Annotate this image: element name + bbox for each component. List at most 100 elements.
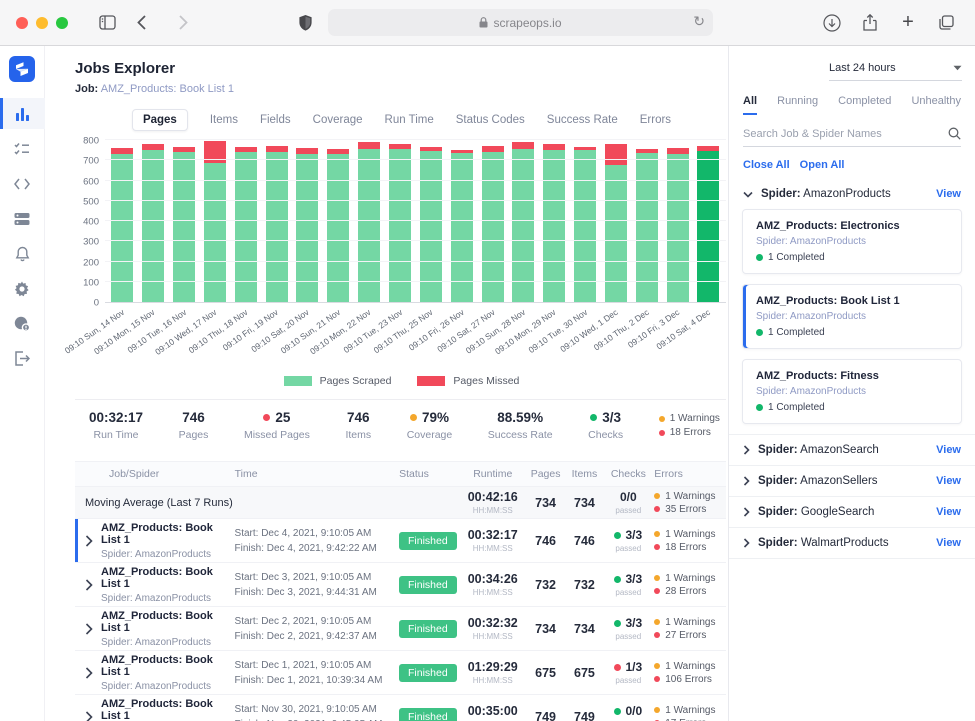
nav-item-integrations[interactable] — [0, 168, 45, 199]
chart-bar-09-10-thu-2-dec[interactable]: 09:10 Thu, 2 Dec — [591, 141, 662, 353]
column-header-items[interactable]: Items — [571, 468, 598, 480]
tab-overview-icon[interactable] — [933, 10, 959, 36]
tab-fields[interactable]: Fields — [259, 114, 291, 126]
filter-tab-all[interactable]: All — [743, 95, 758, 115]
spider-group-amazonproducts[interactable]: Spider: AmazonProducts View — [729, 179, 975, 209]
column-header-job-spider[interactable]: Job/Spider — [109, 468, 160, 480]
nav-item-jobs[interactable] — [0, 133, 45, 164]
zoom-window-button[interactable] — [56, 16, 68, 29]
spider-group-walmartproducts[interactable]: Spider: WalmartProducts View — [729, 527, 975, 559]
chevron-down-icon[interactable] — [743, 191, 753, 198]
cell-job-spider: Moving Average (Last 7 Runs) — [75, 497, 235, 509]
nav-item-usage[interactable] — [0, 308, 45, 339]
spider-group-googlesearch[interactable]: Spider: GoogleSearch View — [729, 496, 975, 527]
view-link-amazonsellers[interactable]: View — [936, 475, 961, 487]
nav-item-analytics[interactable] — [0, 98, 45, 129]
chart-bar-09-10-wed-17-nov[interactable]: 09:10 Wed, 17 Nov — [153, 140, 231, 357]
view-link-amazonproducts[interactable]: View — [936, 188, 961, 200]
chart-bar-09-10-fri-19-nov[interactable]: 09:10 Fri, 19 Nov — [221, 141, 292, 353]
filter-tab-completed[interactable]: Completed — [838, 95, 892, 107]
expand-row-icon[interactable] — [85, 666, 93, 679]
tab-pages[interactable]: Pages — [131, 109, 188, 131]
new-tab-icon[interactable]: + — [902, 11, 914, 33]
column-header-time[interactable]: Time — [234, 468, 258, 480]
chart-bar-09-10-thu-18-nov[interactable]: 09:10 Thu, 18 Nov — [187, 141, 261, 355]
chart-bar-09-10-mon-29-nov[interactable]: 09:10 Mon, 29 Nov — [493, 141, 570, 356]
tab-coverage[interactable]: Coverage — [312, 114, 363, 126]
expand-row-icon[interactable] — [85, 534, 93, 547]
expand-row-icon[interactable] — [85, 710, 93, 721]
filter-tab-unhealthy[interactable]: Unhealthy — [911, 95, 961, 107]
nav-item-logout[interactable] — [0, 343, 45, 374]
chart-bar-09-10-tue-16-nov[interactable]: 09:10 Tue, 16 Nov — [125, 141, 200, 355]
nav-item-alerts[interactable] — [0, 238, 45, 269]
spider-group-amazonsearch[interactable]: Spider: AmazonSearch View — [729, 434, 975, 465]
open-all-link[interactable]: Open All — [799, 159, 845, 171]
close-window-button[interactable] — [16, 16, 28, 29]
chart-bar-09-10-thu-25-nov[interactable]: 09:10 Thu, 25 Nov — [372, 141, 446, 355]
job-card-amz-products-fitness[interactable]: AMZ_Products: Fitness Spider: AmazonProdu… — [742, 359, 962, 424]
chart-bar-09-10-tue-23-nov[interactable]: 09:10 Tue, 23 Nov — [341, 141, 416, 355]
tab-items[interactable]: Items — [209, 114, 238, 126]
view-link-walmartproducts[interactable]: View — [936, 537, 961, 549]
chevron-right-icon[interactable] — [743, 538, 750, 548]
tab-run-time[interactable]: Run Time — [384, 114, 434, 126]
chart-bar-09-10-sun-21-nov[interactable]: 09:10 Sun, 21 Nov — [279, 141, 354, 356]
chart-bar-09-10-sat-27-nov[interactable]: 09:10 Sat, 27 Nov — [435, 141, 508, 354]
view-link-googlesearch[interactable]: View — [936, 506, 961, 518]
chart-bar-09-10-mon-22-nov[interactable]: 09:10 Mon, 22 Nov — [308, 141, 385, 356]
tab-success-rate[interactable]: Success Rate — [546, 114, 618, 126]
chart-bar-09-10-sat-20-nov[interactable]: 09:10 Sat, 20 Nov — [250, 141, 323, 354]
spider-group-amazonsellers[interactable]: Spider: AmazonSellers View — [729, 465, 975, 496]
filter-tab-running[interactable]: Running — [777, 95, 819, 107]
close-all-link[interactable]: Close All — [743, 159, 790, 171]
finish-time: Finish: Dec 1, 2021, 10:39:34 AM — [234, 674, 383, 686]
chart-bar-09-10-fri-26-nov[interactable]: 09:10 Fri, 26 Nov — [406, 141, 477, 353]
scrapeops-logo[interactable] — [9, 56, 35, 82]
back-icon[interactable] — [128, 10, 154, 36]
column-header-status[interactable]: Status — [399, 468, 429, 480]
chevron-right-icon[interactable] — [743, 445, 750, 455]
nav-item-settings[interactable] — [0, 273, 45, 304]
chart-bar-09-10-sun-28-nov[interactable]: 09:10 Sun, 28 Nov — [464, 141, 539, 356]
chart-bar-09-10-fri-3-dec[interactable]: 09:10 Fri, 3 Dec — [626, 141, 693, 350]
search-input[interactable] — [743, 127, 948, 140]
chart-bar-09-10-sat-4-dec[interactable]: 09:10 Sat, 4 Dec — [655, 141, 724, 352]
downloads-icon[interactable] — [819, 10, 845, 36]
share-icon[interactable] — [857, 10, 883, 36]
chart-bar-09-10-tue-30-nov[interactable]: 09:10 Tue, 30 Nov — [526, 141, 601, 355]
sidebar-toggle-icon[interactable] — [94, 10, 120, 36]
cell-job-spider: AMZ_Products: Book List 1 Spider: AmazonP… — [75, 522, 235, 560]
chevron-right-icon[interactable] — [743, 507, 750, 517]
column-header-errors[interactable]: Errors — [654, 468, 683, 480]
chart-bar-09-10-sun-14-nov[interactable]: 09:10 Sun, 14 Nov — [63, 141, 138, 356]
expand-row-icon[interactable] — [85, 578, 93, 591]
runs-table: Job/Spider Time Status Runtime Pages Items Che… — [75, 461, 726, 721]
privacy-shield-icon[interactable] — [292, 10, 318, 36]
nav-item-servers[interactable] — [0, 203, 45, 234]
address-bar[interactable]: scrapeops.io ↻ — [328, 9, 713, 36]
minimize-window-button[interactable] — [36, 16, 48, 29]
forward-icon[interactable] — [170, 10, 196, 36]
job-card-amz-products-book-list-1[interactable]: AMZ_Products: Book List 1 Spider: AmazonP… — [742, 284, 962, 349]
column-header-pages[interactable]: Pages — [530, 468, 561, 480]
chevron-right-icon[interactable] — [743, 476, 750, 486]
view-link-amazonsearch[interactable]: View — [936, 444, 961, 456]
expand-row-icon[interactable] — [85, 622, 93, 635]
chart-bar-09-10-wed-1-dec[interactable]: 09:10 Wed, 1 Dec — [558, 141, 632, 354]
tab-status-codes[interactable]: Status Codes — [455, 114, 525, 126]
tab-errors[interactable]: Errors — [639, 114, 672, 126]
column-header-runtime[interactable]: Runtime — [473, 468, 513, 480]
reload-icon[interactable]: ↻ — [693, 13, 705, 29]
column-header-checks[interactable]: Checks — [610, 468, 646, 480]
table-row[interactable]: Moving Average (Last 7 Runs) 00:42:16 HH:M… — [75, 487, 726, 519]
time-range-select[interactable]: Last 24 hours — [829, 62, 962, 81]
search-icon[interactable] — [948, 127, 961, 140]
job-card-amz-products-electronics[interactable]: AMZ_Products: Electronics Spider: AmazonP… — [742, 209, 962, 274]
chart-bar-09-10-mon-15-nov[interactable]: 09:10 Mon, 15 Nov — [92, 141, 169, 356]
